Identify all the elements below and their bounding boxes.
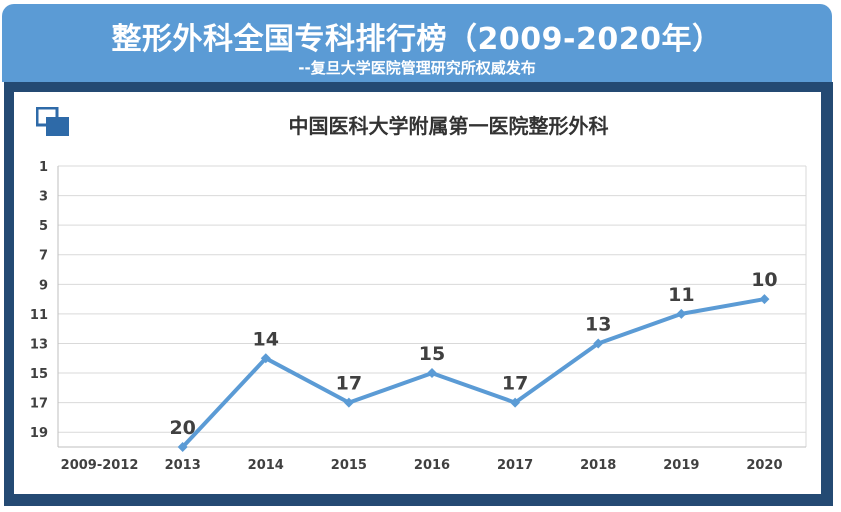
- x-tick-label: 2009-2012: [61, 458, 139, 473]
- chart-panel: [14, 92, 821, 494]
- y-tick-label: 17: [30, 397, 48, 412]
- data-point: [759, 294, 770, 305]
- data-point: [260, 353, 271, 364]
- data-point: [510, 397, 521, 408]
- header-banner: 整形外科全国专科排行榜（2009-2020年） --复旦大学医院管理研究所权威发…: [2, 4, 832, 82]
- y-tick-label: 11: [30, 308, 48, 323]
- x-tick-label: 2014: [248, 458, 284, 473]
- y-tick-label: 13: [30, 337, 48, 352]
- data-point: [343, 397, 354, 408]
- x-tick-label: 2017: [497, 458, 533, 473]
- data-label: 15: [419, 343, 445, 365]
- data-label: 13: [585, 313, 611, 335]
- series-line: [181, 297, 765, 449]
- x-tick-label: 2018: [580, 458, 616, 473]
- y-tick-label: 7: [39, 249, 48, 264]
- data-label: 14: [253, 328, 279, 350]
- data-label: 20: [169, 417, 195, 439]
- data-point: [427, 368, 437, 379]
- data-point: [676, 308, 687, 319]
- y-tick-label: 15: [30, 367, 48, 382]
- data-label: 17: [502, 373, 528, 395]
- data-label: 17: [336, 373, 362, 395]
- y-tick-label: 19: [30, 426, 48, 441]
- y-tick-label: 1: [39, 160, 48, 175]
- x-tick-label: 2019: [663, 458, 699, 473]
- x-tick-label: 2013: [165, 458, 201, 473]
- y-tick-label: 9: [39, 278, 48, 293]
- data-label: 11: [668, 284, 694, 306]
- x-tick-label: 2015: [331, 458, 367, 473]
- chart-title: 中国医科大学附属第一医院整形外科: [288, 114, 609, 138]
- data-point: [177, 442, 188, 452]
- page-title: 整形外科全国专科排行榜（2009-2020年）: [111, 22, 723, 57]
- y-tick-label: 3: [39, 190, 48, 205]
- window-copy-icon: [36, 107, 69, 136]
- data-label: 10: [751, 269, 777, 291]
- page-subtitle: --复旦大学医院管理研究所权威发布: [298, 59, 536, 77]
- x-tick-label: 2020: [746, 458, 782, 473]
- data-point: [593, 338, 604, 349]
- y-tick-label: 5: [39, 219, 48, 234]
- x-tick-label: 2016: [414, 458, 450, 473]
